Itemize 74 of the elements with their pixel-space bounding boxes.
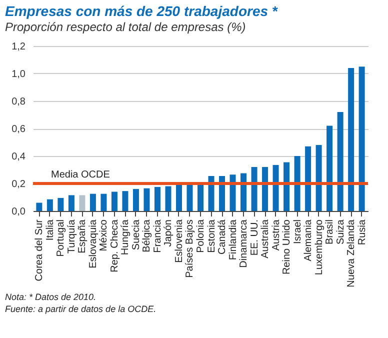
x-tick-label: Alemania <box>303 219 314 262</box>
x-tick-label: Turquía <box>66 219 78 254</box>
y-tick-label: 1,0 <box>12 69 26 80</box>
x-tick-label: Austria <box>270 219 282 251</box>
bar <box>240 173 247 211</box>
x-tick-label: Italia <box>44 219 56 241</box>
bar <box>36 202 42 211</box>
x-tick-label: Israel <box>292 220 304 244</box>
bar <box>358 66 365 211</box>
source-note: Fuente: a partir de datos de la OCDE. <box>5 304 156 314</box>
bar <box>326 126 333 211</box>
chart-title: Empresas con más de 250 trabajadores * <box>5 3 278 19</box>
x-tick-label: Australia <box>260 219 272 258</box>
x-tick-label: EE. UU. <box>249 220 260 256</box>
x-tick-label: Reino Unido <box>282 219 293 275</box>
bar <box>230 174 236 211</box>
x-tick-label: Japón <box>163 220 174 247</box>
x-tick-label: Brasil <box>324 220 336 245</box>
bar <box>90 194 96 211</box>
bar <box>132 189 139 211</box>
x-tick-label: Portugal <box>56 220 67 257</box>
bar <box>68 195 74 211</box>
x-tick-label: Corea del Sur <box>34 218 46 282</box>
bar <box>165 186 172 211</box>
bar <box>337 112 344 211</box>
x-tick-label: México <box>98 219 110 252</box>
x-tick-label: Luxemburgo <box>314 219 325 276</box>
bar <box>284 162 290 211</box>
x-tick-label: Eslovenia <box>174 219 185 263</box>
y-tick-label: 0,6 <box>12 124 26 135</box>
x-tick-label: Polonia <box>196 219 206 253</box>
bar <box>111 192 118 211</box>
y-tick-label: 0,8 <box>12 96 26 108</box>
bar <box>58 198 64 211</box>
bar <box>198 184 204 211</box>
bar <box>176 184 182 211</box>
x-tick-label: Bélgica <box>142 219 153 252</box>
x-tick-label: Rep. Checa <box>109 219 120 272</box>
y-tick-label: 0,2 <box>12 179 26 190</box>
bar <box>272 164 279 211</box>
x-tick-label: Suiza <box>335 219 346 245</box>
x-tick-label: Hungría <box>120 219 132 256</box>
x-tick-label: Francia <box>152 219 164 253</box>
x-tick-label: Suecia <box>130 219 142 250</box>
x-tick-label: Eslovaquia <box>88 219 99 268</box>
bar <box>154 186 160 211</box>
bar <box>251 167 258 211</box>
bar <box>208 176 214 211</box>
bar <box>100 194 107 211</box>
chart-subtitle: Proporción respecto al total de empresas (%) <box>5 20 246 34</box>
x-tick-label: Dinamarca <box>238 219 250 268</box>
bar <box>79 195 86 211</box>
bar <box>144 188 150 211</box>
text: Nota: * Datos de 2010. <box>5 292 96 302</box>
x-tick-label: Finlandia <box>228 219 239 260</box>
bar <box>294 156 300 211</box>
bar <box>348 68 354 211</box>
bar <box>122 191 128 211</box>
x-tick-label: España <box>77 219 88 254</box>
y-tick-label: 1,2 <box>12 42 26 52</box>
y-tick-label: 0,4 <box>12 152 26 162</box>
bar <box>186 184 193 211</box>
bar <box>46 199 53 211</box>
x-tick-label: Países Bajos <box>184 220 196 278</box>
ref-line-label: Media OCDE <box>51 170 110 180</box>
x-tick-label: Estonia <box>206 219 218 253</box>
x-tick-label: Rusia <box>356 219 368 246</box>
bar <box>316 145 322 211</box>
bar <box>219 176 226 211</box>
y-tick-label: 0,0 <box>12 206 26 218</box>
x-tick-label: Canadá <box>217 219 228 255</box>
x-tick-label: Nueva Zelanda <box>346 219 358 288</box>
bar <box>262 167 268 211</box>
bar <box>305 146 312 211</box>
